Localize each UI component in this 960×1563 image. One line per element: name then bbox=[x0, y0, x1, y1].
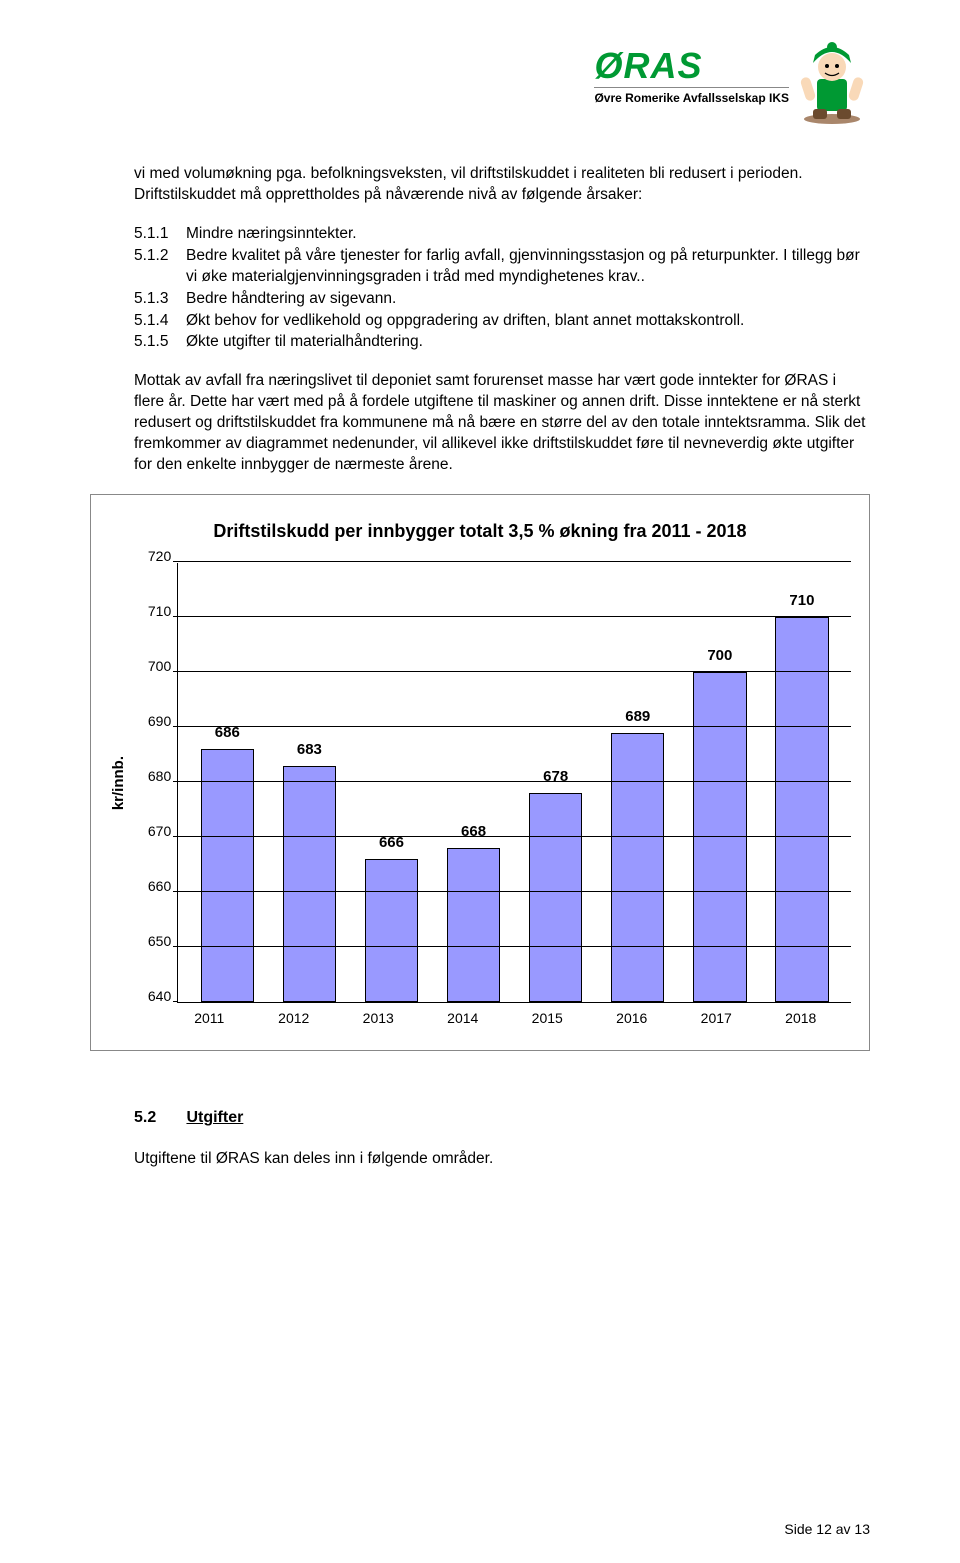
chart-bar bbox=[365, 859, 418, 1002]
chart-bar bbox=[283, 766, 336, 1003]
chart-bar bbox=[447, 848, 500, 1002]
list-item: 5.1.5Økte utgifter til materialhåndterin… bbox=[134, 332, 870, 353]
numbered-list: 5.1.1Mindre næringsinntekter.5.1.2Bedre … bbox=[134, 224, 870, 354]
chart-bar bbox=[775, 617, 828, 1002]
chart-bar-value-label: 678 bbox=[520, 767, 592, 787]
logo-mascot-icon bbox=[795, 31, 870, 126]
chart-ylabel: kr/innb. bbox=[109, 756, 133, 810]
chart-bar-column: 668 bbox=[437, 563, 509, 1002]
chart-xtick-label: 2014 bbox=[426, 1009, 500, 1028]
chart-gridline bbox=[178, 891, 851, 892]
list-item-text: Økte utgifter til materialhåndtering. bbox=[186, 332, 870, 353]
chart-bar-column: 686 bbox=[191, 563, 263, 1002]
chart-xtick-label: 2012 bbox=[257, 1009, 331, 1028]
chart-title: Driftstilskudd per innbygger totalt 3,5 … bbox=[109, 519, 851, 543]
chart-bar-value-label: 689 bbox=[602, 707, 674, 727]
list-item: 5.1.3Bedre håndtering av sigevann. bbox=[134, 289, 870, 310]
closing-paragraph: Utgiftene til ØRAS kan deles inn i følge… bbox=[134, 1149, 870, 1170]
chart-bar-value-label: 700 bbox=[684, 646, 756, 666]
chart-gridline bbox=[178, 726, 851, 727]
chart-tickmark bbox=[173, 561, 178, 562]
list-item-number: 5.1.2 bbox=[134, 246, 186, 288]
list-item-number: 5.1.4 bbox=[134, 311, 186, 332]
chart-xticks: 2011 2012 2013 2014 2015 2016 2017 2018 bbox=[159, 1003, 851, 1028]
chart-xtick-label: 2013 bbox=[341, 1009, 415, 1028]
section-title: Utgifter bbox=[186, 1109, 243, 1126]
chart-bar-column: 666 bbox=[355, 563, 427, 1002]
chart-tickmark bbox=[173, 891, 178, 892]
page: ØRAS Øvre Romerike Avfallsselskap IKS vi… bbox=[0, 0, 960, 1563]
list-item-number: 5.1.5 bbox=[134, 332, 186, 353]
chart-xtick-label: 2018 bbox=[764, 1009, 838, 1028]
chart-bar-column: 710 bbox=[766, 563, 838, 1002]
chart-yticks: 720710700690680670660650640 bbox=[137, 563, 177, 1003]
list-item: 5.1.4Økt behov for vedlikehold og oppgra… bbox=[134, 311, 870, 332]
chart-bar bbox=[693, 672, 746, 1002]
chart-xtick-label: 2011 bbox=[172, 1009, 246, 1028]
list-item-text: Bedre kvalitet på våre tjenester for far… bbox=[186, 246, 870, 288]
chart-bar bbox=[611, 733, 664, 1003]
chart-bar-value-label: 668 bbox=[437, 822, 509, 842]
chart-xtick-label: 2015 bbox=[510, 1009, 584, 1028]
body-text: vi med volumøkning pga. befolkningsvekst… bbox=[134, 164, 870, 476]
chart-tickmark bbox=[173, 616, 178, 617]
chart-gridline bbox=[178, 561, 851, 562]
chart-plot-area: 686 683 666 668 678 689 700 710 bbox=[177, 563, 851, 1003]
chart-xtick-label: 2016 bbox=[595, 1009, 669, 1028]
chart-gridline bbox=[178, 781, 851, 782]
section-heading: 5.2 Utgifter bbox=[134, 1107, 870, 1129]
list-item-text: Mindre næringsinntekter. bbox=[186, 224, 870, 245]
chart-bar bbox=[529, 793, 582, 1002]
chart-bars: 686 683 666 668 678 689 700 710 bbox=[178, 563, 851, 1002]
chart-tickmark bbox=[173, 946, 178, 947]
page-footer: Side 12 av 13 bbox=[784, 1520, 870, 1539]
header-logo-area: ØRAS Øvre Romerike Avfallsselskap IKS bbox=[90, 28, 870, 128]
logo-text: ØRAS Øvre Romerike Avfallsselskap IKS bbox=[594, 50, 789, 106]
chart-bar-column: 689 bbox=[602, 563, 674, 1002]
chart-tickmark bbox=[173, 726, 178, 727]
chart-container: Driftstilskudd per innbygger totalt 3,5 … bbox=[90, 494, 870, 1051]
chart-bar-column: 678 bbox=[520, 563, 592, 1002]
intro-paragraph: vi med volumøkning pga. befolkningsvekst… bbox=[134, 164, 870, 206]
logo-brand: ØRAS bbox=[594, 50, 789, 82]
chart-tickmark bbox=[173, 671, 178, 672]
chart-gridline bbox=[178, 616, 851, 617]
list-item-number: 5.1.3 bbox=[134, 289, 186, 310]
chart-gridline bbox=[178, 836, 851, 837]
list-item-text: Bedre håndtering av sigevann. bbox=[186, 289, 870, 310]
chart-bar bbox=[201, 749, 254, 1002]
chart-tickmark bbox=[173, 836, 178, 837]
logo-subtitle: Øvre Romerike Avfallsselskap IKS bbox=[594, 87, 789, 106]
chart-plot-wrap: kr/innb. 720710700690680670660650640 686… bbox=[109, 563, 851, 1003]
chart-tickmark bbox=[173, 781, 178, 782]
chart-gridline bbox=[178, 671, 851, 672]
chart-xtick-label: 2017 bbox=[679, 1009, 753, 1028]
list-item: 5.1.1Mindre næringsinntekter. bbox=[134, 224, 870, 245]
chart-bar-column: 683 bbox=[273, 563, 345, 1002]
chart-bar-value-label: 683 bbox=[273, 740, 345, 760]
chart-gridline bbox=[178, 946, 851, 947]
list-item-text: Økt behov for vedlikehold og oppgraderin… bbox=[186, 311, 870, 332]
list-item: 5.1.2Bedre kvalitet på våre tjenester fo… bbox=[134, 246, 870, 288]
list-item-number: 5.1.1 bbox=[134, 224, 186, 245]
chart-bar-value-label: 710 bbox=[766, 591, 838, 611]
section-number: 5.2 bbox=[134, 1107, 182, 1129]
paragraph-2: Mottak av avfall fra næringslivet til de… bbox=[134, 371, 870, 476]
chart-tickmark bbox=[173, 1001, 178, 1002]
chart-bar-column: 700 bbox=[684, 563, 756, 1002]
